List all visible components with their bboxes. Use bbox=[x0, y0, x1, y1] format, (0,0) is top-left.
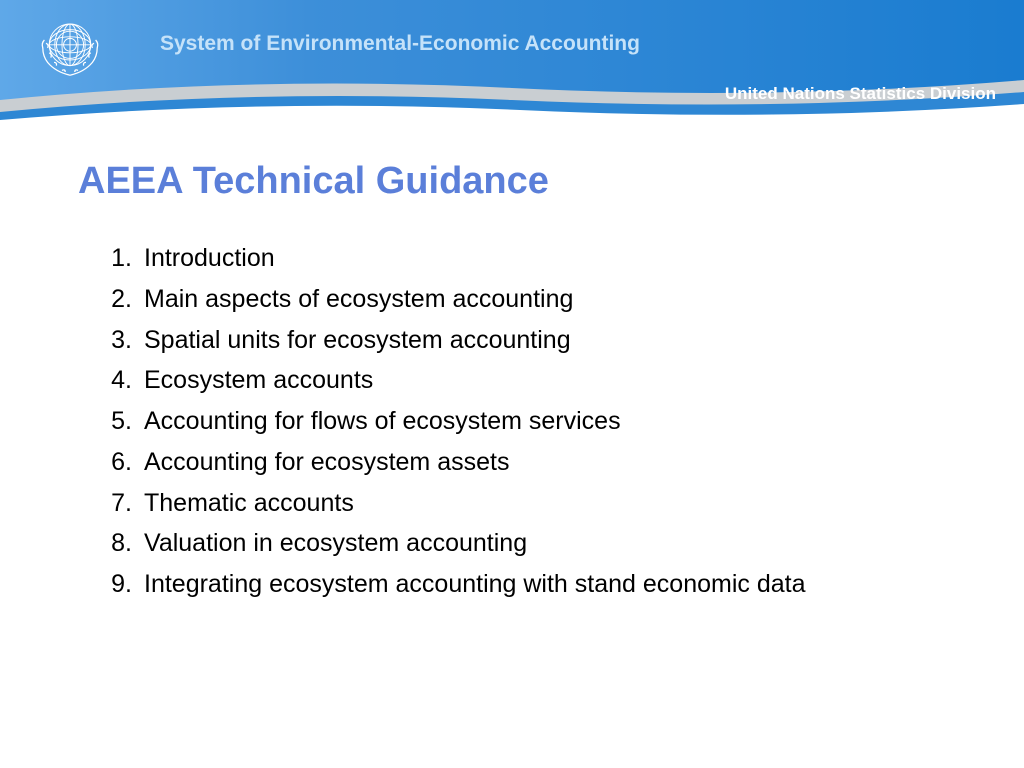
slide-header: System of Environmental-Economic Account… bbox=[0, 0, 1024, 130]
outline-item: Integrating ecosystem accounting with st… bbox=[126, 565, 946, 604]
header-subtitle: United Nations Statistics Division bbox=[725, 84, 996, 104]
outline-item: Ecosystem accounts bbox=[126, 361, 946, 400]
header-title: System of Environmental-Economic Account… bbox=[160, 32, 640, 56]
outline-item: Introduction bbox=[126, 239, 946, 278]
outline-item: Main aspects of ecosystem accounting bbox=[126, 280, 946, 319]
outline-item: Spatial units for ecosystem accounting bbox=[126, 321, 946, 360]
slide-title: AEEA Technical Guidance bbox=[78, 160, 946, 203]
outline-item: Accounting for flows of ecosystem servic… bbox=[126, 402, 946, 441]
outline-item: Valuation in ecosystem accounting bbox=[126, 524, 946, 563]
outline-item: Thematic accounts bbox=[126, 484, 946, 523]
un-emblem-icon bbox=[30, 8, 110, 88]
slide-content: AEEA Technical Guidance IntroductionMain… bbox=[0, 130, 1024, 604]
outline-item: Accounting for ecosystem assets bbox=[126, 443, 946, 482]
outline-list: IntroductionMain aspects of ecosystem ac… bbox=[78, 239, 946, 604]
